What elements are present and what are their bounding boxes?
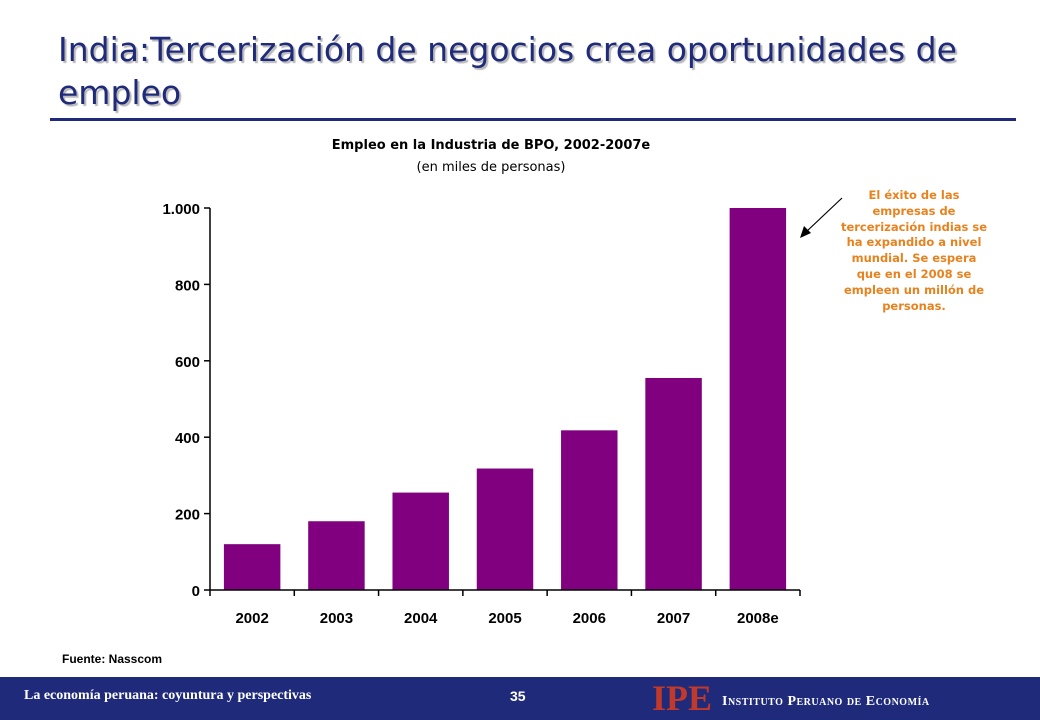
bar-2008e [729, 208, 787, 590]
bar-2005 [476, 468, 534, 590]
x-tick-label: 2007 [657, 610, 690, 627]
x-tick-label: 2003 [320, 610, 353, 627]
y-tick-label: 200 [175, 507, 200, 524]
bar-chart: 0 200 400 600 800 1.000 2002 2003 2004 2005 2006 2… [162, 197, 843, 627]
chart-title: Empleo en la Industria de BPO, 2002-2007… [331, 138, 651, 153]
slide-title: India:Tercerización de negocios crea opo… [58, 30, 957, 112]
x-tick-label: 2005 [488, 610, 521, 627]
bar-2003 [308, 521, 365, 590]
y-tick-label: 0 [192, 583, 200, 600]
institute-name: Instituto Peruano de Economía [722, 694, 930, 709]
page-number: 35 [510, 688, 526, 704]
ipe-logo: IPE [652, 678, 713, 718]
y-tick-label: 800 [175, 277, 200, 294]
y-tick-label: 600 [175, 354, 200, 371]
x-tick-label: 2004 [404, 610, 438, 627]
bar-2004 [392, 492, 449, 590]
bar-2002 [223, 544, 281, 590]
chart-subtitle: (en miles de personas) [416, 160, 566, 175]
x-tick-label: 2006 [573, 610, 606, 627]
annotation-arrow [805, 197, 843, 233]
source-note: Fuente: Nasscom [62, 652, 163, 666]
footer-bar: La economía peruana: coyuntura y perspec… [0, 677, 1040, 720]
annotation-arrowhead [800, 226, 811, 238]
y-tick-label: 1.000 [162, 201, 200, 218]
x-tick-label: 2002 [235, 610, 268, 627]
title-divider [50, 118, 1016, 121]
bar-2006 [561, 430, 618, 590]
x-tick-label: 2008e [737, 610, 779, 627]
annotation-text: El éxito de las empresas de tercerizació… [840, 188, 988, 313]
y-tick-label: 400 [175, 430, 200, 447]
bar-2007 [645, 377, 702, 590]
footer-text: La economía peruana: coyuntura y perspec… [24, 688, 312, 703]
